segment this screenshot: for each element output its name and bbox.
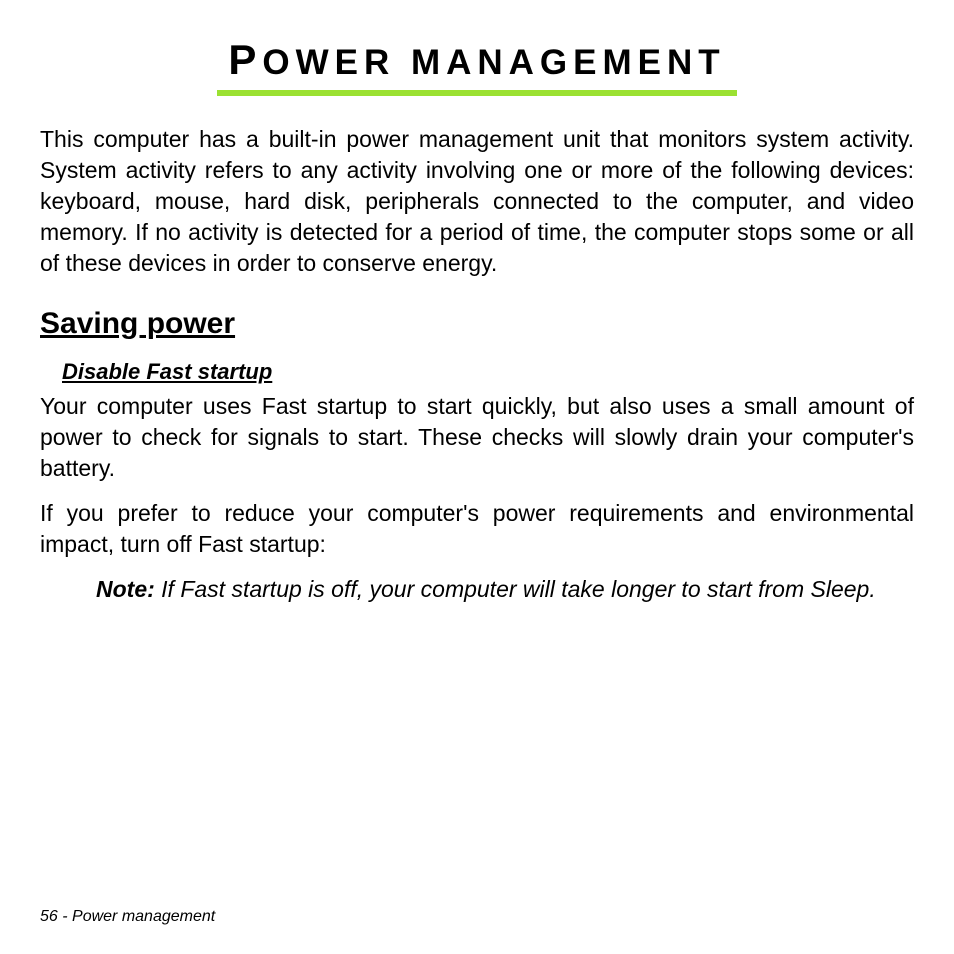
title-block: POWER MANAGEMENT <box>40 36 914 96</box>
page-footer: 56 - Power management <box>40 908 215 926</box>
title-underline-rule <box>217 90 737 96</box>
document-page: POWER MANAGEMENT This computer has a bui… <box>0 0 954 954</box>
section-heading: Saving power <box>40 307 914 341</box>
intro-paragraph: This computer has a built-in power manag… <box>40 124 914 279</box>
title-leading-cap: P <box>228 36 262 83</box>
page-title: POWER MANAGEMENT <box>228 36 725 90</box>
body-paragraph: Your computer uses Fast startup to start… <box>40 391 914 484</box>
note-block: Note: If Fast startup is off, your compu… <box>96 574 914 605</box>
title-rest: OWER MANAGEMENT <box>262 43 725 82</box>
note-label: Note: <box>96 576 155 602</box>
note-text: If Fast startup is off, your computer wi… <box>155 576 876 602</box>
section-subheading: Disable Fast startup <box>62 359 914 385</box>
body-paragraph: If you prefer to reduce your computer's … <box>40 498 914 560</box>
